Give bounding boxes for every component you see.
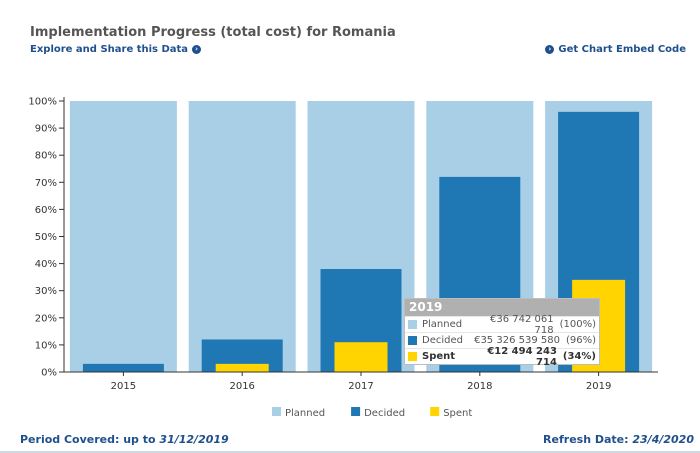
x-tick-label: 2018 [467, 381, 492, 392]
tooltip-percent: (100%) [559, 319, 596, 330]
y-tick-label: 80% [35, 151, 57, 162]
chart-title: Implementation Progress (total cost) for… [30, 25, 396, 40]
tooltip-amount: €12 494 243 714 [487, 345, 557, 368]
period-covered: Period Covered: up to 31/12/2019 [20, 433, 229, 446]
refresh-date: Refresh Date: 23/4/2020 [543, 433, 694, 446]
y-tick-label: 10% [35, 340, 57, 351]
explore-share-link[interactable]: Explore and Share this Data › [30, 44, 202, 55]
y-tick-label: 20% [35, 313, 57, 324]
y-tick-label: 90% [35, 124, 57, 135]
embed-link-label: Get Chart Embed Code [558, 44, 686, 55]
x-tick-label: 2019 [586, 381, 611, 392]
spent-swatch [408, 352, 417, 361]
y-tick-label: 40% [35, 259, 57, 270]
legend-label: Spent [443, 408, 472, 419]
tooltip-row-planned: Planned €36 742 061 718 (100%) [405, 314, 599, 336]
y-tick-label: 70% [35, 178, 57, 189]
arrow-right-circle-icon: › [545, 45, 555, 54]
x-tick-label: 2016 [229, 381, 254, 392]
refresh-label: Refresh Date: [543, 433, 629, 446]
tooltip-label: Planned [422, 319, 463, 330]
tooltip-label: Decided [422, 335, 463, 346]
tooltip-percent: (34%) [562, 351, 596, 362]
y-tick-label: 30% [35, 286, 57, 297]
legend-swatch [351, 407, 361, 416]
y-tick-label: 100% [28, 97, 57, 108]
y-tick-label: 0% [41, 368, 57, 379]
tooltip-row-decided: Decided €35 326 539 580 (96%) [405, 332, 599, 348]
y-tick-label: 50% [35, 232, 57, 243]
tooltip-amount: €36 742 061 718 [489, 313, 554, 336]
legend-label: Decided [364, 408, 405, 419]
period-value: 31/12/2019 [159, 433, 229, 446]
explore-link-label: Explore and Share this Data [30, 44, 189, 55]
bar-spent [215, 363, 269, 372]
x-tick-label: 2017 [348, 381, 373, 392]
tooltip-label: Spent [422, 351, 456, 362]
planned-swatch [408, 320, 417, 329]
decided-swatch [408, 336, 417, 345]
tooltip-percent: (96%) [565, 335, 596, 346]
bar-decided [82, 363, 164, 372]
legend-swatch [272, 407, 281, 416]
bar-planned [69, 101, 177, 372]
period-label: Period Covered: up to [20, 433, 156, 446]
bar-spent [334, 342, 388, 372]
x-tick-label: 2015 [111, 381, 136, 392]
arrow-right-circle-icon: › [192, 45, 202, 54]
bar-planned [188, 101, 296, 372]
footer-divider [0, 451, 700, 453]
tooltip: 2019 Planned €36 742 061 718 (100%) Deci… [404, 298, 600, 368]
y-tick-label: 60% [35, 205, 57, 216]
tooltip-year: 2019 [405, 299, 599, 316]
refresh-value: 23/4/2020 [632, 433, 694, 446]
legend-label: Planned [285, 408, 325, 419]
tooltip-amount: €35 326 539 580 [474, 335, 560, 346]
tooltip-row-spent: Spent €12 494 243 714 (34%) [405, 346, 599, 368]
embed-code-link[interactable]: › Get Chart Embed Code [545, 44, 686, 55]
legend-swatch [430, 407, 440, 416]
